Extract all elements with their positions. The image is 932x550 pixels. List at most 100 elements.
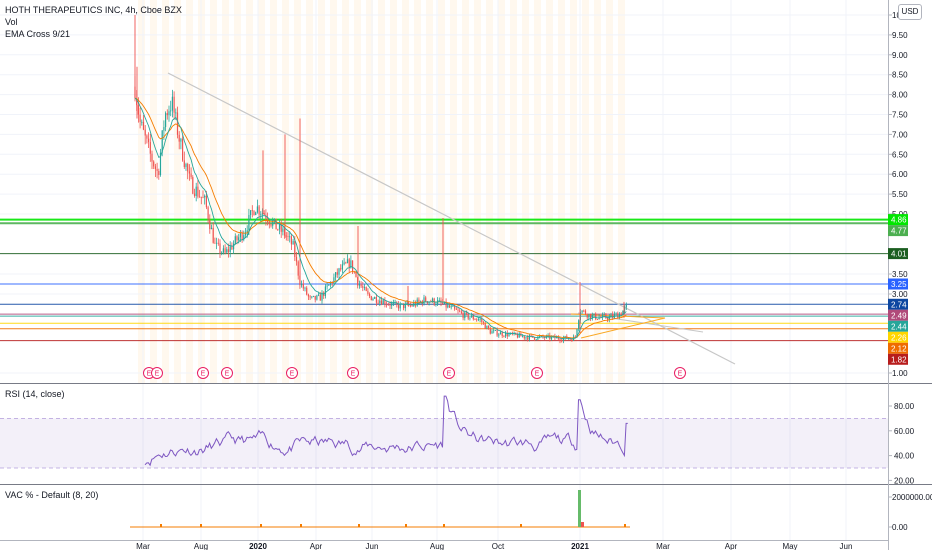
candle-body[interactable] <box>306 287 308 295</box>
candle-body[interactable] <box>445 301 447 308</box>
candle-body[interactable] <box>384 300 386 305</box>
candle-body[interactable] <box>328 284 330 286</box>
candle-body[interactable] <box>481 318 483 323</box>
candle-body[interactable] <box>153 161 155 167</box>
candle-body[interactable] <box>418 299 420 302</box>
candle-body[interactable] <box>605 314 607 319</box>
candle-body[interactable] <box>494 330 496 331</box>
candle-body[interactable] <box>535 339 537 341</box>
candle-body[interactable] <box>272 221 274 226</box>
candle-body[interactable] <box>561 340 563 342</box>
candle-body[interactable] <box>581 310 583 313</box>
candle-body[interactable] <box>476 319 478 321</box>
candle-body[interactable] <box>314 295 316 300</box>
candle-body[interactable] <box>263 213 265 215</box>
candle-body[interactable] <box>409 305 411 307</box>
candle-body[interactable] <box>374 297 376 299</box>
candle-body[interactable] <box>345 262 347 264</box>
candle-body[interactable] <box>403 303 405 309</box>
candle-body[interactable] <box>586 314 588 318</box>
candle-body[interactable] <box>158 170 160 175</box>
candle-body[interactable] <box>255 212 257 216</box>
candle-body[interactable] <box>498 334 500 336</box>
candle-body[interactable] <box>610 314 612 317</box>
candle-body[interactable] <box>241 232 243 240</box>
candle-body[interactable] <box>503 335 505 337</box>
candle-body[interactable] <box>464 312 466 318</box>
candle-body[interactable] <box>367 290 369 294</box>
candle-body[interactable] <box>620 313 622 315</box>
candle-body[interactable] <box>168 111 170 116</box>
earnings-marker[interactable] <box>443 367 455 379</box>
candle-body[interactable] <box>222 248 224 253</box>
candle-body[interactable] <box>496 330 498 336</box>
candle-body[interactable] <box>239 232 241 238</box>
candle-body[interactable] <box>462 312 464 318</box>
candle-body[interactable] <box>346 259 349 264</box>
candle-body[interactable] <box>290 236 292 245</box>
candle-body[interactable] <box>268 221 270 225</box>
candle-body[interactable] <box>216 242 218 244</box>
candle-body[interactable] <box>244 232 247 236</box>
candle-body[interactable] <box>161 130 163 153</box>
symbol-title[interactable]: HOTH THERAPEUTICS INC, 4h, Cboe BZX <box>5 5 182 15</box>
candle-body[interactable] <box>256 206 258 213</box>
candle-body[interactable] <box>392 302 394 304</box>
candle-body[interactable] <box>362 286 364 288</box>
vac-bar[interactable] <box>581 522 584 527</box>
candle-body[interactable] <box>471 315 473 318</box>
candle-body[interactable] <box>297 261 299 276</box>
candle-body[interactable] <box>333 277 335 284</box>
candle-body[interactable] <box>530 335 532 337</box>
candle-body[interactable] <box>163 127 165 131</box>
candle-body[interactable] <box>144 129 146 136</box>
candle-body[interactable] <box>452 306 454 307</box>
candle-body[interactable] <box>165 113 167 128</box>
candle-body[interactable] <box>518 333 520 338</box>
candle-body[interactable] <box>459 310 461 312</box>
candle-body[interactable] <box>556 337 558 339</box>
candle-body[interactable] <box>533 337 536 340</box>
candle-body[interactable] <box>474 319 476 320</box>
vac-bar[interactable] <box>520 524 522 527</box>
candle-body[interactable] <box>569 338 571 340</box>
candle-body[interactable] <box>192 177 194 194</box>
candle-body[interactable] <box>479 318 481 320</box>
candle-body[interactable] <box>598 317 600 320</box>
candle-body[interactable] <box>617 313 619 318</box>
candle-body[interactable] <box>295 257 298 262</box>
candle-body[interactable] <box>455 308 457 310</box>
candle-body[interactable] <box>166 113 168 116</box>
candle-body[interactable] <box>550 336 553 340</box>
candle-body[interactable] <box>233 243 235 250</box>
candle-body[interactable] <box>148 138 150 143</box>
candle-body[interactable] <box>595 313 597 320</box>
candle-body[interactable] <box>227 249 230 252</box>
candle-body[interactable] <box>260 214 262 216</box>
ema-cross-indicator-label[interactable]: EMA Cross 9/21 <box>5 29 71 39</box>
candle-body[interactable] <box>243 235 245 240</box>
candle-body[interactable] <box>294 240 296 258</box>
candle-body[interactable] <box>236 236 238 241</box>
candle-body[interactable] <box>482 322 485 323</box>
candle-body[interactable] <box>527 337 529 340</box>
candle-body[interactable] <box>489 328 491 334</box>
candle-body[interactable] <box>576 329 578 337</box>
candle-body[interactable] <box>229 246 231 252</box>
candle-body[interactable] <box>448 305 451 308</box>
candle-body[interactable] <box>624 307 626 311</box>
candle-body[interactable] <box>287 236 289 237</box>
candle-body[interactable] <box>324 286 326 296</box>
candle-body[interactable] <box>151 153 153 162</box>
candle-body[interactable] <box>340 268 342 270</box>
candle-body[interactable] <box>350 260 352 268</box>
candle-body[interactable] <box>185 163 187 167</box>
candle-body[interactable] <box>607 318 609 320</box>
rsi-series[interactable] <box>0 395 888 469</box>
candle-body[interactable] <box>488 325 490 329</box>
candle-body[interactable] <box>178 134 180 142</box>
candle-body[interactable] <box>319 294 321 301</box>
candle-body[interactable] <box>329 282 332 285</box>
candle-body[interactable] <box>370 296 372 301</box>
